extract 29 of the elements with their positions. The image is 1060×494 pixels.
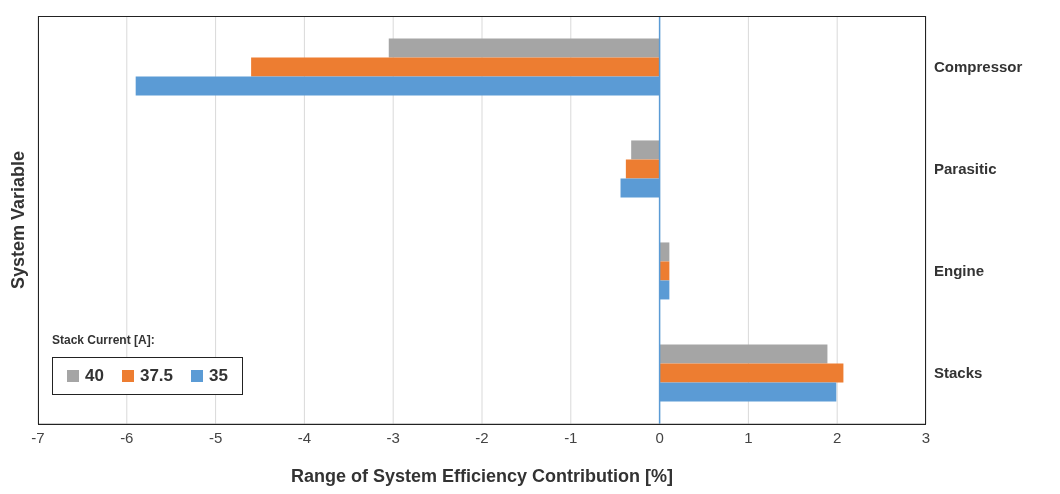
bar [388, 38, 660, 58]
legend-label: 35 [208, 366, 228, 386]
x-tick-label: -6 [120, 428, 134, 446]
x-tick-label: 3 [921, 428, 931, 446]
legend-label: 37.5 [138, 366, 174, 386]
x-tick-label: 1 [744, 428, 753, 446]
y-tick-label: Parasitic [934, 160, 997, 178]
y-tick-label: Compressor [934, 58, 1023, 76]
x-tick-label: -5 [208, 428, 223, 446]
y-tick-label: Engine [934, 262, 985, 280]
x-tick-label: -1 [564, 428, 578, 446]
x-tick-label: -7 [31, 428, 45, 446]
x-tick-label: -2 [475, 428, 489, 446]
x-tick-label: -4 [297, 428, 312, 446]
bar [631, 140, 660, 160]
x-axis-title: Range of System Efficiency Contribution [%] [290, 466, 674, 486]
bar [659, 261, 670, 281]
bar [659, 242, 670, 262]
y-tick-label: Stacks [934, 364, 983, 382]
bar [251, 57, 660, 77]
x-tick-label: -3 [386, 428, 400, 446]
bar [625, 159, 660, 179]
x-tick-label: 0 [655, 428, 664, 446]
legend-title: Stack Current [A]: [52, 333, 156, 347]
legend-label: 40 [84, 366, 104, 386]
y-axis-title: System Variable [7, 150, 29, 290]
bar [659, 344, 828, 364]
bar [659, 363, 844, 383]
x-tick-label: 2 [833, 428, 842, 446]
